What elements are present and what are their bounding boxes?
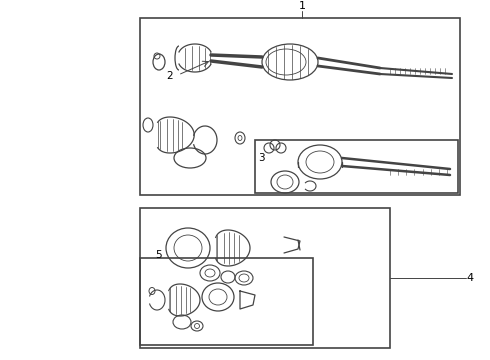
- Text: 1: 1: [298, 1, 305, 11]
- Text: 2: 2: [167, 71, 173, 81]
- Text: 3: 3: [258, 153, 265, 163]
- Text: 4: 4: [466, 273, 473, 283]
- Bar: [255, 140, 458, 193]
- Bar: [140, 208, 390, 348]
- Bar: [140, 258, 313, 345]
- Bar: [140, 18, 460, 195]
- Text: 5: 5: [155, 250, 162, 260]
